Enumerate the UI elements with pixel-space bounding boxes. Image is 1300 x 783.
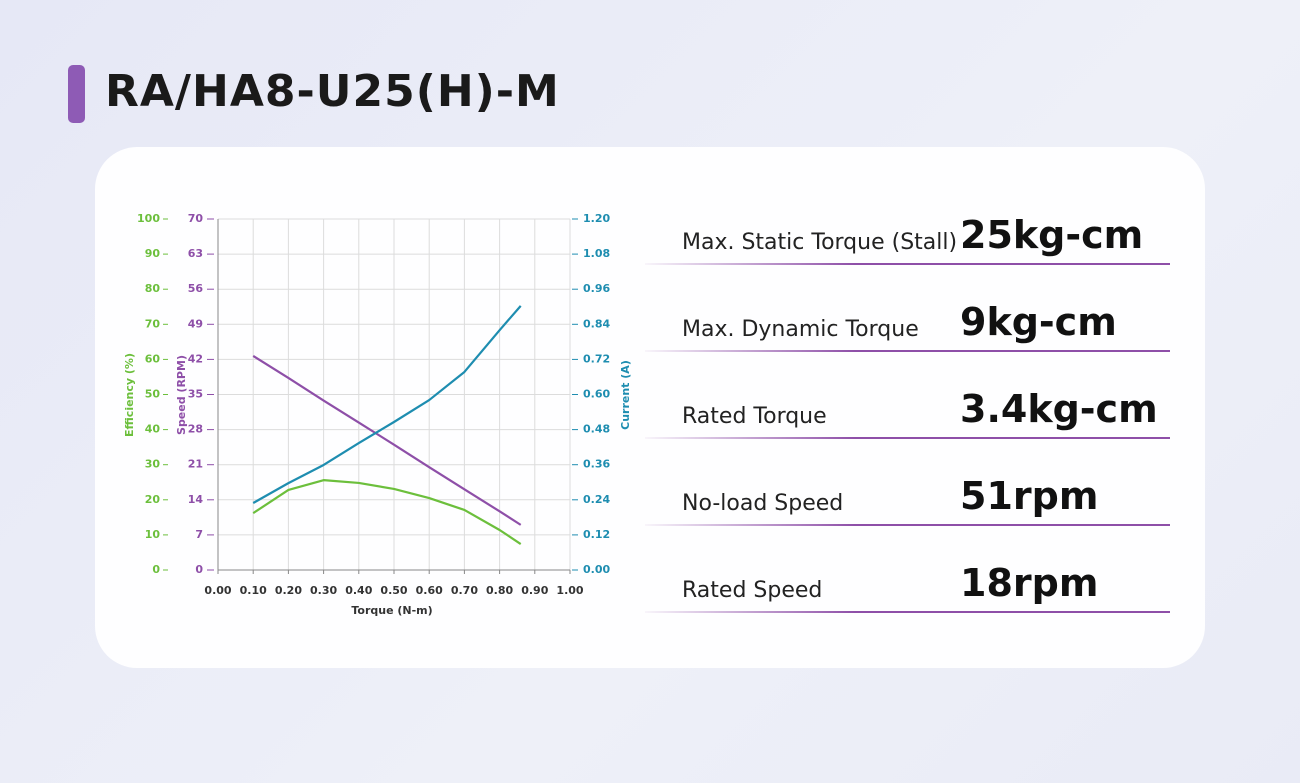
spec-label: Max. Static Torque (Stall): [682, 230, 958, 255]
y-tick-label: 1.08: [583, 247, 610, 260]
y-tick-label: 0.60: [583, 388, 610, 401]
y-tick-label: 0.12: [583, 528, 610, 541]
series-line: [252, 305, 522, 504]
y-tick-label: 70: [145, 317, 161, 330]
x-tick-label: 0.10: [240, 584, 267, 597]
spec-value: 3.4kg-cm: [960, 387, 1158, 431]
divider: [645, 263, 1170, 265]
x-tick-label: 0.40: [345, 584, 372, 597]
card: [95, 147, 1205, 668]
spec-label: Max. Dynamic Torque: [682, 317, 919, 342]
y-axis-title: Speed (RPM): [175, 355, 188, 435]
y-tick-label: 0: [152, 563, 160, 576]
y-tick-label: 70: [188, 212, 204, 225]
y-tick-label: 0.24: [583, 493, 610, 506]
spec-row: Max. Static Torque (Stall) 25kg-cm: [645, 205, 1170, 265]
spec-label: Rated Speed: [682, 578, 823, 603]
y-axis-title: Efficiency (%): [123, 353, 136, 437]
spec-row: Max. Dynamic Torque 9kg-cm: [645, 292, 1170, 352]
spec-value: 18rpm: [960, 561, 1099, 605]
y-tick-label: 90: [145, 247, 161, 260]
spec-label: No-load Speed: [682, 491, 844, 516]
x-tick-label: 0.70: [451, 584, 478, 597]
spec-label: Rated Torque: [682, 404, 827, 429]
y-tick-label: 0.36: [583, 458, 610, 471]
series-line: [252, 354, 522, 526]
y-tick-label: 49: [188, 317, 203, 330]
y-tick-label: 80: [145, 282, 161, 295]
y-tick-label: 21: [188, 458, 203, 471]
y-tick-label: 10: [145, 528, 161, 541]
y-tick-label: 63: [188, 247, 203, 260]
x-tick-label: 1.00: [556, 584, 583, 597]
y-tick-label: 28: [188, 423, 203, 436]
spec-value: 25kg-cm: [960, 213, 1144, 257]
x-tick-label: 0.30: [310, 584, 337, 597]
x-tick-label: 0.90: [521, 584, 548, 597]
y-axis-title: Current (A): [619, 360, 632, 430]
y-tick-label: 7: [195, 528, 203, 541]
divider: [645, 611, 1170, 613]
y-tick-label: 1.20: [583, 212, 610, 225]
spec-value: 51rpm: [960, 474, 1099, 518]
y-tick-label: 60: [145, 352, 161, 365]
y-tick-label: 0.84: [583, 317, 610, 330]
y-tick-label: 30: [145, 458, 161, 471]
series-line: [252, 479, 522, 545]
x-tick-label: 0.60: [416, 584, 443, 597]
y-tick-label: 40: [145, 423, 161, 436]
page-title: RA/HA8-U25(H)-M: [105, 66, 560, 117]
y-tick-label: 0.00: [583, 563, 610, 576]
y-tick-label: 20: [145, 493, 161, 506]
title-accent: [68, 65, 85, 123]
spec-row: Rated Torque 3.4kg-cm: [645, 379, 1170, 439]
x-tick-label: 0.50: [380, 584, 407, 597]
y-tick-label: 14: [188, 493, 204, 506]
y-tick-label: 50: [145, 388, 161, 401]
divider: [645, 524, 1170, 526]
y-tick-label: 56: [188, 282, 204, 295]
spec-row: No-load Speed 51rpm: [645, 466, 1170, 526]
y-tick-label: 100: [137, 212, 160, 225]
divider: [645, 350, 1170, 352]
spec-row: Rated Speed 18rpm: [645, 553, 1170, 613]
spec-value: 9kg-cm: [960, 300, 1117, 344]
y-tick-label: 0.96: [583, 282, 610, 295]
y-tick-label: 42: [188, 352, 203, 365]
x-tick-label: 0.20: [275, 584, 302, 597]
x-tick-label: 0.00: [204, 584, 231, 597]
y-tick-label: 0.48: [583, 423, 610, 436]
x-tick-label: 0.80: [486, 584, 513, 597]
divider: [645, 437, 1170, 439]
x-axis-title: Torque (N-m): [351, 604, 432, 617]
y-tick-label: 0: [195, 563, 203, 576]
y-tick-label: 35: [188, 388, 203, 401]
y-tick-label: 0.72: [583, 352, 610, 365]
